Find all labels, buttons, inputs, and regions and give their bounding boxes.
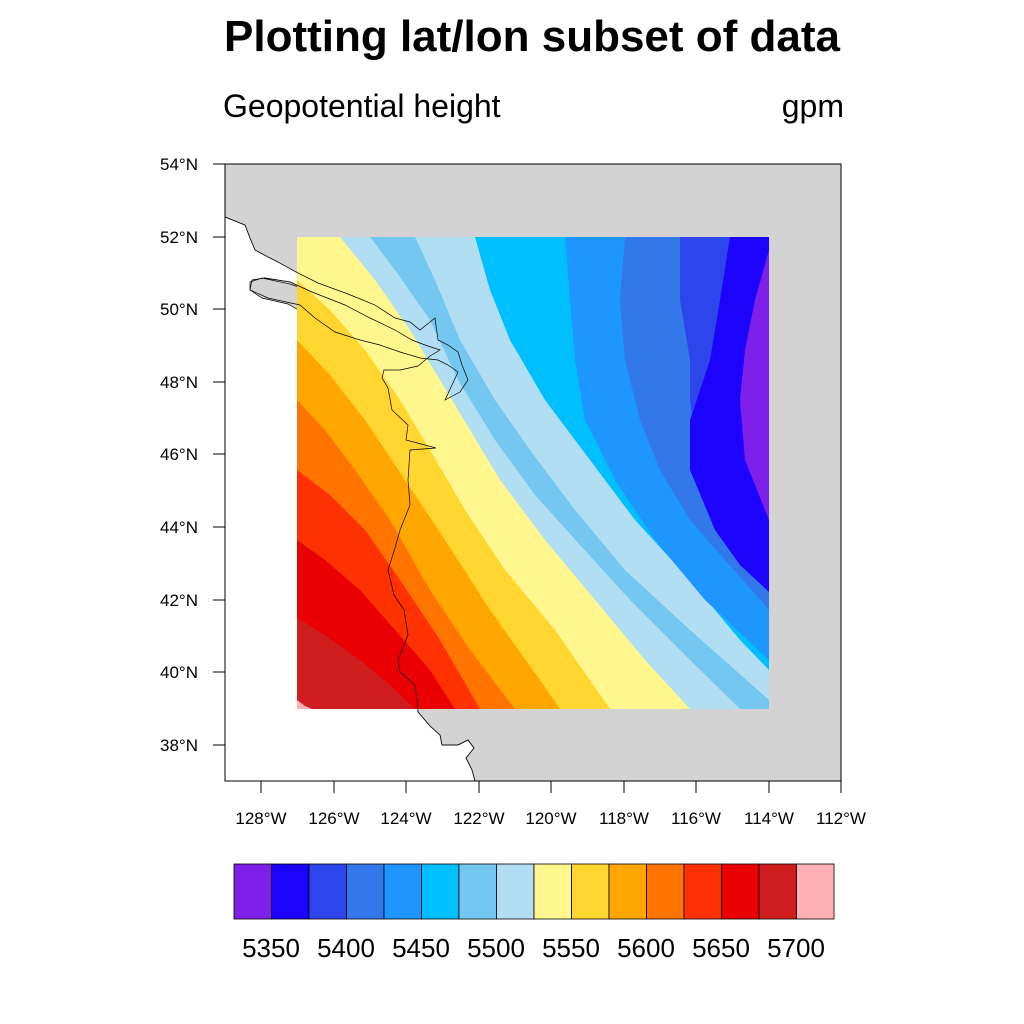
geopotential-height-field [297,237,769,709]
lon-tick-label: 114°W [744,809,794,828]
lat-tick-label: 52°N [160,228,198,247]
colorbar-swatch [608,863,647,920]
colorbar-label: 5400 [317,933,375,963]
coastline [225,216,476,781]
lat-tick-label: 46°N [160,445,198,464]
colorbar-swatch [683,863,722,920]
latitude-axis [213,163,225,746]
band-5675 [297,618,415,709]
colorbar-swatch [533,863,572,920]
longitude-axis [260,781,842,793]
lat-tick-label: 48°N [160,373,198,392]
colorbar-label: 5450 [392,933,450,963]
lon-tick-label: 128°W [235,809,286,828]
lon-tick-label: 120°W [525,809,576,828]
lon-tick-label: 118°W [599,809,649,828]
colorbar-swatch [383,863,422,920]
lon-tick-label: 126°W [308,809,359,828]
colorbar-label: 5550 [542,933,600,963]
colorbar-label: 5500 [467,933,525,963]
colorbar-swatch [646,863,685,920]
colorbar-swatch [458,863,497,920]
lat-tick-label: 44°N [160,518,198,537]
lon-tick-label: 124°W [380,809,431,828]
lon-tick-label: 122°W [453,809,504,828]
units-label: gpm [781,88,844,124]
plot-title: Plotting lat/lon subset of data [224,12,840,61]
lat-tick-label: 42°N [160,591,198,610]
colorbar-swatch [571,863,610,920]
band-5375 [690,237,769,592]
colorbar-swatch [271,863,310,920]
colorbar-swatch [308,863,347,920]
colorbar-label: 5650 [692,933,750,963]
lat-tick-label: 54°N [160,155,198,174]
colorbar-swatch [346,863,385,920]
lat-tick-label: 38°N [160,736,198,755]
band-5575 [370,237,769,709]
lon-tick-label: 112°W [816,809,866,828]
colorbar-swatch [796,863,835,920]
colorbar-swatch [233,863,272,920]
colorbar-swatch [758,863,797,920]
lat-tick-label: 40°N [160,663,198,682]
lat-tick-label: 50°N [160,300,198,319]
variable-name: Geopotential height [223,88,501,124]
colorbar [233,863,835,920]
colorbar-label: 5700 [767,933,825,963]
band-5700 [297,700,312,709]
band-5350 [740,250,769,520]
colorbar-swatch [721,863,760,920]
map-frame [224,163,842,782]
colorbar-label: 5600 [617,933,675,963]
colorbar-swatch [496,863,535,920]
colorbar-swatch [421,863,460,920]
lon-tick-label: 116°W [671,809,721,828]
colorbar-label: 5350 [242,933,300,963]
